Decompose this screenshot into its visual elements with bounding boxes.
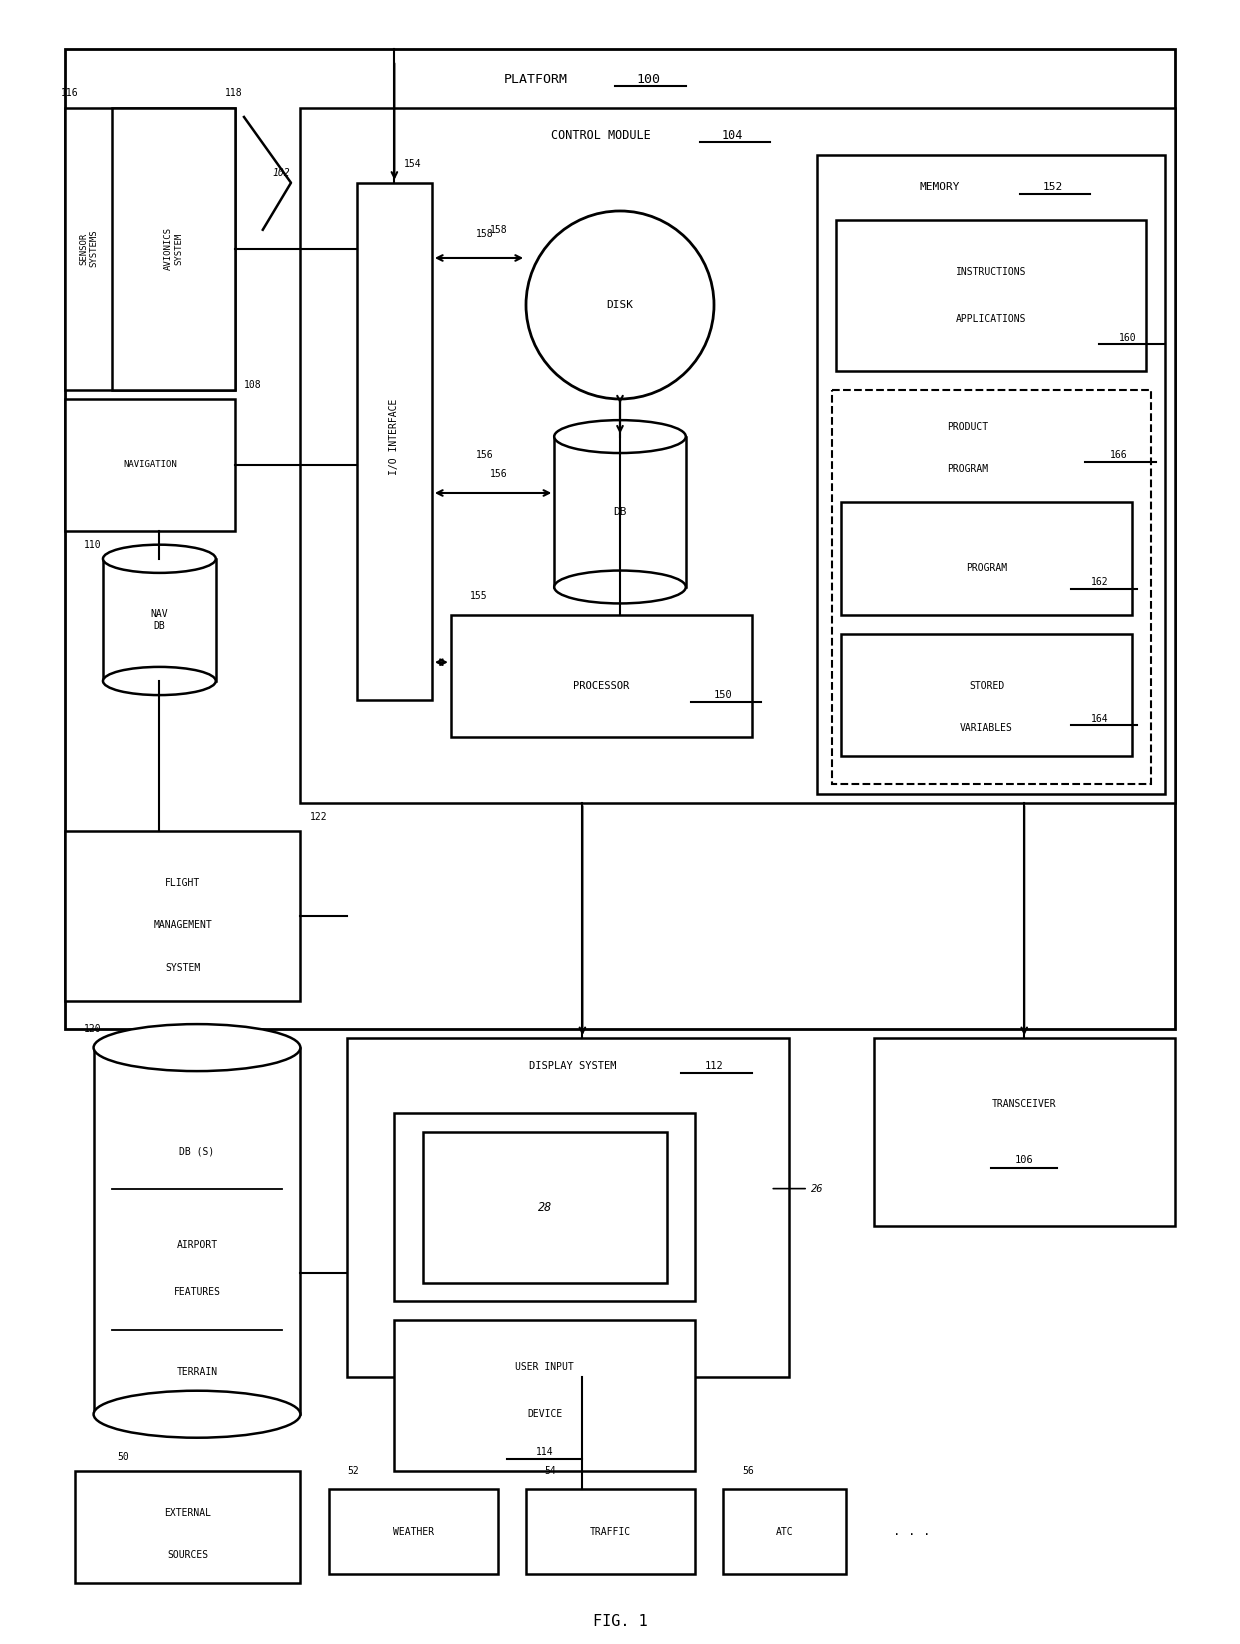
Text: PRODUCT: PRODUCT	[947, 423, 988, 432]
Text: TERRAIN: TERRAIN	[176, 1366, 217, 1378]
Bar	[66, 832, 300, 1001]
Ellipse shape	[93, 1391, 300, 1438]
Text: PROGRAM: PROGRAM	[966, 564, 1007, 574]
Text: AVIONICS
SYSTEM: AVIONICS SYSTEM	[164, 227, 184, 270]
Bar	[300, 107, 1174, 804]
Text: I/O INTERFACE: I/O INTERFACE	[389, 398, 399, 475]
Text: PLATFORM: PLATFORM	[503, 72, 568, 85]
Bar	[74, 1471, 300, 1583]
Text: SENSOR
SYSTEMS: SENSOR SYSTEMS	[79, 230, 98, 268]
Bar	[841, 503, 1132, 615]
Bar	[723, 1489, 846, 1573]
Text: 106: 106	[1014, 1156, 1034, 1166]
Text: DISK: DISK	[606, 299, 634, 311]
Bar	[347, 1039, 789, 1376]
Bar	[817, 155, 1166, 794]
Text: FEATURES: FEATURES	[174, 1287, 221, 1297]
Text: 54: 54	[544, 1466, 557, 1476]
Text: 162: 162	[1091, 577, 1109, 587]
Text: 116: 116	[61, 89, 78, 99]
Text: SYSTEM: SYSTEM	[165, 963, 201, 973]
Bar	[66, 399, 234, 531]
Ellipse shape	[103, 667, 216, 695]
Text: DISPLAY SYSTEM: DISPLAY SYSTEM	[529, 1062, 616, 1072]
Bar	[66, 49, 1174, 1029]
Text: 158: 158	[490, 225, 507, 235]
Text: 102: 102	[273, 168, 290, 178]
Bar	[841, 635, 1132, 756]
Bar	[329, 1489, 497, 1573]
Bar	[832, 390, 1151, 784]
Bar	[554, 437, 686, 587]
Bar	[103, 559, 216, 681]
Bar	[526, 1489, 696, 1573]
Text: 156: 156	[490, 469, 507, 478]
Text: TRAFFIC: TRAFFIC	[590, 1527, 631, 1537]
Ellipse shape	[554, 570, 686, 603]
Text: DB (S): DB (S)	[180, 1146, 215, 1156]
Text: . . .: . . .	[893, 1526, 930, 1539]
Text: 158: 158	[475, 230, 494, 240]
Text: 52: 52	[347, 1466, 360, 1476]
Text: 50: 50	[117, 1452, 129, 1462]
Text: 155: 155	[470, 592, 487, 602]
Bar	[394, 1113, 696, 1302]
Text: 112: 112	[704, 1062, 723, 1072]
Bar	[93, 1047, 300, 1414]
Ellipse shape	[103, 544, 216, 572]
Text: PROCESSOR: PROCESSOR	[573, 681, 630, 690]
Text: USER INPUT: USER INPUT	[516, 1363, 574, 1373]
Text: 56: 56	[743, 1466, 754, 1476]
Text: 100: 100	[636, 72, 660, 85]
Text: STORED: STORED	[968, 681, 1004, 690]
Text: 166: 166	[1110, 450, 1127, 460]
Text: 156: 156	[475, 450, 494, 460]
Text: 28: 28	[538, 1200, 552, 1213]
Text: 108: 108	[244, 380, 262, 390]
Text: MEMORY: MEMORY	[919, 182, 960, 192]
Text: 152: 152	[1043, 182, 1063, 192]
Text: FIG. 1: FIG. 1	[593, 1613, 647, 1629]
Bar	[836, 220, 1147, 372]
Text: PROGRAM: PROGRAM	[947, 465, 988, 475]
Bar	[113, 107, 234, 390]
Bar	[394, 1320, 696, 1471]
Text: VARIABLES: VARIABLES	[960, 723, 1013, 733]
Text: DB: DB	[614, 506, 626, 516]
Bar	[357, 182, 432, 700]
Text: 114: 114	[536, 1447, 553, 1457]
Text: AIRPORT: AIRPORT	[176, 1240, 217, 1249]
Text: FLIGHT: FLIGHT	[165, 878, 201, 888]
Text: 164: 164	[1091, 713, 1109, 723]
Text: EXTERNAL: EXTERNAL	[164, 1508, 211, 1517]
Text: DEVICE: DEVICE	[527, 1409, 563, 1419]
Text: ATC: ATC	[776, 1527, 794, 1537]
Bar	[874, 1039, 1174, 1226]
Text: 160: 160	[1118, 332, 1136, 344]
Text: 104: 104	[722, 130, 744, 143]
Text: 120: 120	[84, 1024, 102, 1034]
Text: APPLICATIONS: APPLICATIONS	[956, 314, 1027, 324]
Text: MANAGEMENT: MANAGEMENT	[154, 921, 212, 931]
Ellipse shape	[554, 421, 686, 454]
Text: 110: 110	[84, 539, 102, 549]
Text: INSTRUCTIONS: INSTRUCTIONS	[956, 266, 1027, 278]
Text: NAV
DB: NAV DB	[150, 608, 169, 631]
Text: 118: 118	[226, 89, 243, 99]
Bar	[451, 615, 751, 738]
Text: WEATHER: WEATHER	[393, 1527, 434, 1537]
Text: NAVIGATION: NAVIGATION	[123, 460, 177, 469]
Text: SOURCES: SOURCES	[167, 1550, 208, 1560]
Text: 150: 150	[714, 690, 733, 700]
Text: TRANSCEIVER: TRANSCEIVER	[992, 1098, 1056, 1110]
Bar	[423, 1133, 667, 1282]
Text: 26: 26	[811, 1184, 823, 1194]
Ellipse shape	[93, 1024, 300, 1072]
Text: 122: 122	[310, 812, 327, 822]
Text: CONTROL MODULE: CONTROL MODULE	[552, 130, 651, 143]
Bar	[66, 107, 234, 390]
Text: 154: 154	[404, 159, 422, 169]
